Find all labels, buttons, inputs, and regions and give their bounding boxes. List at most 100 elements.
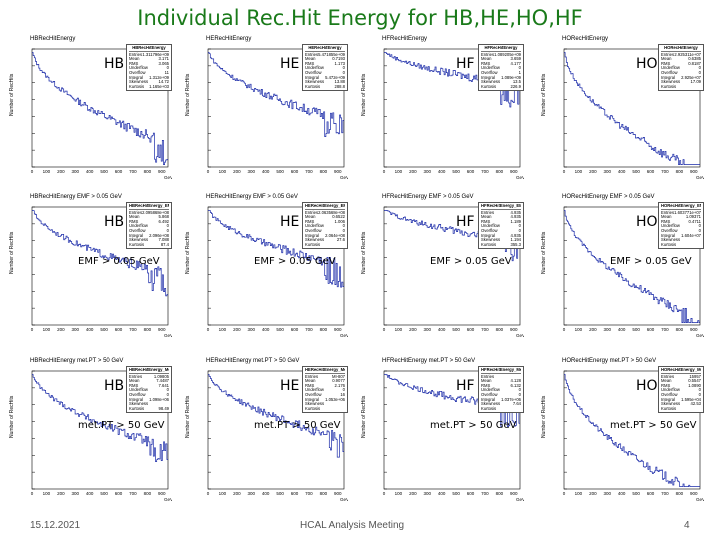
stats-key: Kurtosis [661, 405, 677, 411]
stats-row: Mean 0.6385 [661, 57, 701, 62]
x-tick-label: 700 [305, 491, 313, 496]
stats-key: Overflow [481, 392, 498, 398]
stats-key: Integral [129, 74, 143, 80]
stats-row: Entries 2.063568e+08 [305, 210, 345, 216]
stats-value: 0 [698, 387, 701, 393]
x-tick-label: 600 [291, 491, 299, 496]
stats-row: Overflow 0 [661, 70, 701, 76]
stats-row: Integral 1.053e+06 [305, 397, 345, 403]
histogram-series-line [32, 374, 168, 463]
stats-value: 0 [342, 387, 345, 393]
stats-key: Underflow [661, 387, 680, 393]
x-tick-label: 900 [690, 491, 698, 496]
histogram-panel: HORecHitEnergy EMF > 0.05 GeV Number of R… [540, 194, 708, 342]
stats-value: 0 [518, 392, 521, 398]
stats-key: Entries [129, 51, 143, 57]
histogram-title: HERecHitEnergy met.PT > 50 GeV [206, 358, 300, 364]
stats-value: 6.492 [158, 218, 169, 224]
stats-row: Underflow 0 [661, 224, 701, 229]
x-tick-label: 800 [320, 169, 328, 174]
stats-value: 0 [166, 65, 169, 71]
x-tick-label: 0 [563, 169, 566, 174]
x-tick-label: 0 [563, 327, 566, 332]
x-axis-unit: GeV [696, 175, 704, 180]
x-tick-label: 100 [395, 491, 403, 496]
stats-value: 1.09371 [685, 214, 701, 220]
stats-value: 226.9 [510, 83, 521, 89]
stats-row: Entries [481, 373, 521, 380]
stats-value: 0 [518, 65, 521, 71]
stats-row: Integral 2.925e+07 [661, 74, 701, 81]
stats-value: 0 [166, 223, 169, 229]
stats-row: Kurtosis [305, 406, 345, 412]
stats-row: Integral 1.312e+09 [129, 74, 169, 81]
x-tick-label: 0 [31, 327, 34, 332]
stats-row: Integral 4.935 [481, 233, 521, 239]
x-tick-label: 200 [233, 169, 241, 174]
x-tick-label: 400 [262, 327, 270, 332]
stats-value: 4.935 [510, 214, 521, 220]
stats-key: Mean [481, 56, 492, 62]
stats-value: 3.659 [510, 56, 521, 62]
stats-value: 11 [164, 70, 169, 76]
x-axis-unit: GeV [340, 175, 348, 180]
stats-key: RMS [481, 382, 491, 388]
stats-value: 0 [342, 70, 345, 76]
stats-key: RMS [129, 60, 139, 66]
stats-key: Kurtosis [129, 241, 145, 247]
histogram-panel: HBRecHitEnergy Number of RecHits 0 100 200 30… [8, 36, 176, 184]
stats-row: Underflow 0 [129, 224, 169, 229]
x-tick-label: 300 [71, 169, 79, 174]
stats-value: 7.641 [158, 382, 169, 388]
histogram-series-line [208, 374, 344, 458]
stats-value: 27.6 [336, 237, 345, 243]
x-tick-label: 500 [632, 169, 640, 174]
stats-key: Mean [481, 214, 492, 220]
stats-key: Entries [481, 209, 495, 215]
stats-value: 0 [342, 65, 345, 71]
stats-row: Entries 15957 [661, 373, 701, 380]
stats-row: RMS 1.006 [305, 218, 345, 225]
stats-key: Mean [661, 214, 672, 220]
stats-key: Entries [661, 209, 675, 215]
stats-value: 2.925e+07 [681, 74, 701, 80]
stats-key: Integral [305, 74, 319, 80]
detector-label: HO [636, 56, 658, 72]
x-tick-label: 100 [575, 169, 583, 174]
stats-value: 1.189 [510, 218, 521, 224]
histogram-title: HERecHitEnergy EMF > 0.05 GeV [206, 194, 298, 200]
stats-key: Underflow [481, 387, 500, 393]
stats-value: 2.096e+08 [149, 232, 169, 238]
x-tick-label: 400 [262, 169, 270, 174]
x-tick-label: 500 [632, 491, 640, 496]
stats-value: 0 [698, 392, 701, 398]
stats-key: RMS [129, 218, 139, 224]
stats-box-title: HORecHitEnergy [661, 46, 701, 52]
x-axis-unit: GeV [340, 333, 348, 338]
x-tick-label: 700 [481, 491, 489, 496]
stats-key: Entries [481, 373, 495, 379]
detector-label: HE [280, 378, 300, 394]
x-tick-label: 100 [219, 327, 227, 332]
stats-row: Kurtosis [661, 242, 701, 248]
cut-label: met.PT > 50 GeV [78, 420, 165, 431]
stats-value: 1.603771e+07 [674, 209, 701, 215]
stats-value: 16 [340, 392, 345, 398]
stats-key: Skewness [129, 401, 149, 407]
stats-row: Kurtosis 288.8 [305, 84, 345, 90]
stats-row: Kurtosis 355.3 [481, 242, 521, 248]
stats-value: 0 [342, 228, 345, 234]
stats-row: RMS 6.492 [129, 218, 169, 225]
x-tick-label: 900 [690, 327, 698, 332]
stats-row: Overflow 0 [129, 228, 169, 234]
stats-key: Entries [661, 373, 675, 379]
x-tick-label: 800 [676, 491, 684, 496]
stats-row: Skewness 7.088 [129, 238, 169, 243]
y-axis-label: Number of RecHits [9, 73, 15, 116]
stats-row: Integral 2.064e+08 [305, 233, 345, 239]
stats-box-title: HERecHitEnergy [305, 46, 345, 52]
x-tick-label: 300 [423, 491, 431, 496]
stats-value: 1.006 [334, 218, 345, 224]
stats-value: MI-807 [331, 373, 345, 379]
stats-row: RMS 7.641 [129, 382, 169, 389]
